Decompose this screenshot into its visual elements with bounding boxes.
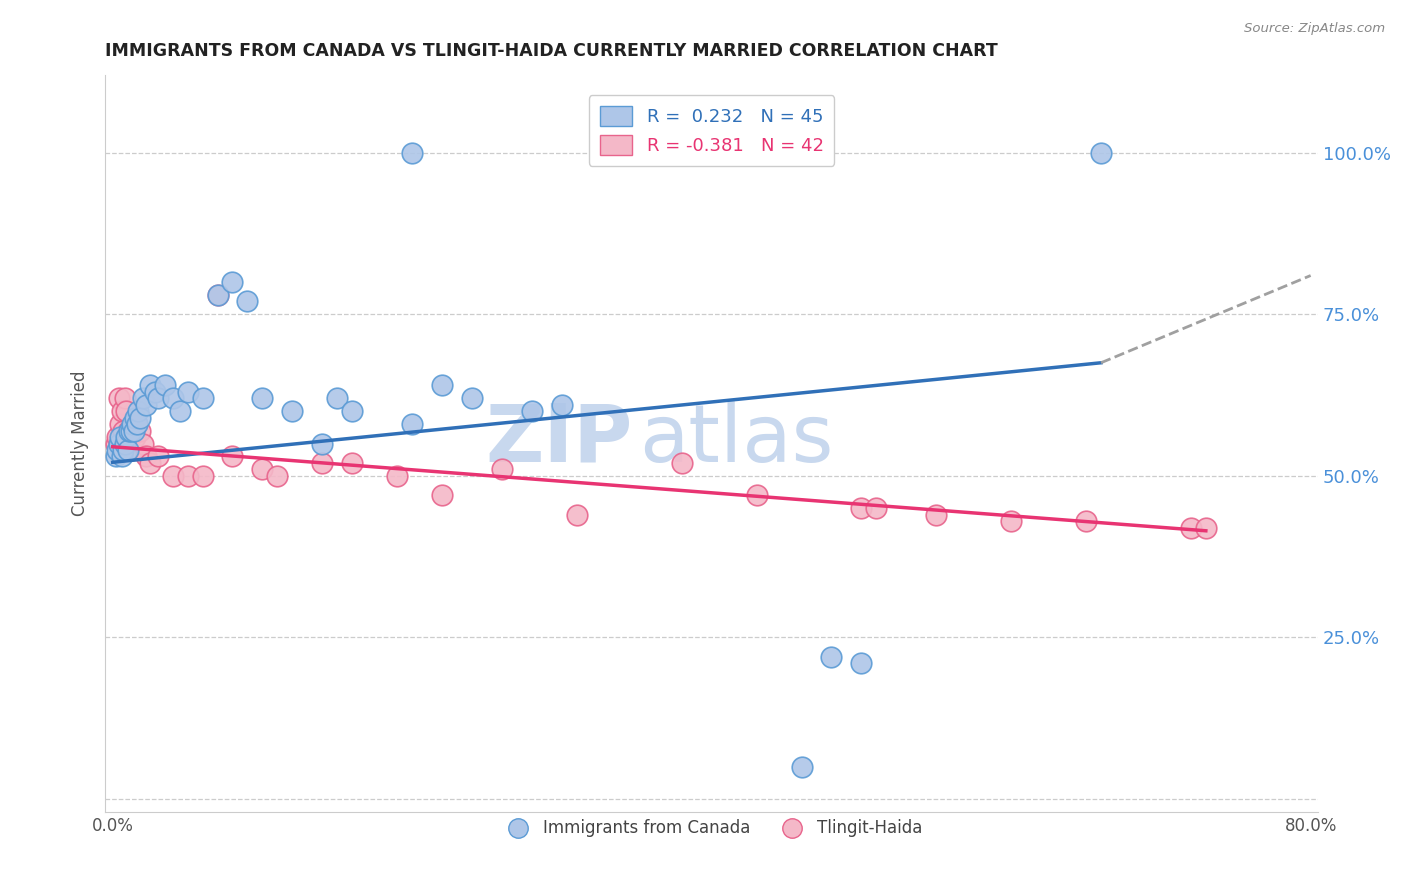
Point — [131, 436, 153, 450]
Point — [252, 462, 274, 476]
Point — [115, 430, 138, 444]
Point — [125, 417, 148, 432]
Point — [1090, 145, 1112, 160]
Point — [820, 649, 842, 664]
Point — [790, 759, 813, 773]
Point — [191, 468, 214, 483]
Text: IMMIGRANTS FROM CANADA VS TLINGIT-HAIDA CURRENTLY MARRIED CORRELATION CHART: IMMIGRANTS FROM CANADA VS TLINGIT-HAIDA … — [105, 42, 998, 60]
Point — [121, 417, 143, 432]
Point — [207, 288, 229, 302]
Point — [131, 392, 153, 406]
Point — [117, 442, 139, 457]
Point — [135, 450, 157, 464]
Point — [139, 378, 162, 392]
Point — [162, 392, 184, 406]
Point — [120, 430, 142, 444]
Point — [176, 468, 198, 483]
Text: Source: ZipAtlas.com: Source: ZipAtlas.com — [1244, 22, 1385, 36]
Point — [143, 384, 166, 399]
Point — [107, 392, 129, 406]
Point — [122, 417, 145, 432]
Point — [122, 424, 145, 438]
Point — [281, 404, 304, 418]
Point — [162, 468, 184, 483]
Point — [387, 468, 409, 483]
Point — [430, 488, 453, 502]
Point — [105, 430, 128, 444]
Point — [135, 398, 157, 412]
Point — [1074, 514, 1097, 528]
Point — [326, 392, 349, 406]
Text: atlas: atlas — [638, 401, 834, 479]
Point — [114, 392, 136, 406]
Point — [118, 424, 141, 438]
Point — [207, 288, 229, 302]
Point — [671, 456, 693, 470]
Point — [461, 392, 484, 406]
Point — [851, 501, 873, 516]
Point — [252, 392, 274, 406]
Point — [108, 430, 131, 444]
Point — [176, 384, 198, 399]
Point — [124, 410, 146, 425]
Point — [104, 450, 127, 464]
Point — [104, 436, 127, 450]
Point — [851, 657, 873, 671]
Point — [342, 456, 364, 470]
Point — [112, 424, 135, 438]
Point — [153, 378, 176, 392]
Point — [127, 404, 149, 418]
Point — [146, 450, 169, 464]
Point — [111, 404, 134, 418]
Point — [125, 417, 148, 432]
Point — [115, 404, 138, 418]
Y-axis label: Currently Married: Currently Married — [72, 371, 89, 516]
Point — [491, 462, 513, 476]
Point — [120, 424, 142, 438]
Point — [108, 417, 131, 432]
Point — [117, 424, 139, 438]
Point — [236, 294, 259, 309]
Point — [146, 392, 169, 406]
Point — [221, 450, 243, 464]
Point — [112, 442, 135, 457]
Point — [1000, 514, 1022, 528]
Point — [124, 430, 146, 444]
Point — [565, 508, 588, 522]
Point — [311, 456, 333, 470]
Legend: Immigrants from Canada, Tlingit-Haida: Immigrants from Canada, Tlingit-Haida — [495, 813, 929, 844]
Point — [107, 436, 129, 450]
Point — [925, 508, 948, 522]
Point — [114, 436, 136, 450]
Point — [221, 275, 243, 289]
Point — [266, 468, 288, 483]
Point — [1195, 520, 1218, 534]
Point — [311, 436, 333, 450]
Point — [865, 501, 887, 516]
Point — [118, 430, 141, 444]
Point — [342, 404, 364, 418]
Point — [139, 456, 162, 470]
Point — [401, 417, 423, 432]
Point — [191, 392, 214, 406]
Point — [128, 424, 150, 438]
Text: ZIP: ZIP — [485, 401, 633, 479]
Point — [105, 442, 128, 457]
Point — [745, 488, 768, 502]
Point — [551, 398, 574, 412]
Point — [111, 450, 134, 464]
Point — [1180, 520, 1202, 534]
Point — [169, 404, 191, 418]
Point — [128, 410, 150, 425]
Point — [520, 404, 543, 418]
Point — [121, 442, 143, 457]
Point — [401, 145, 423, 160]
Point — [430, 378, 453, 392]
